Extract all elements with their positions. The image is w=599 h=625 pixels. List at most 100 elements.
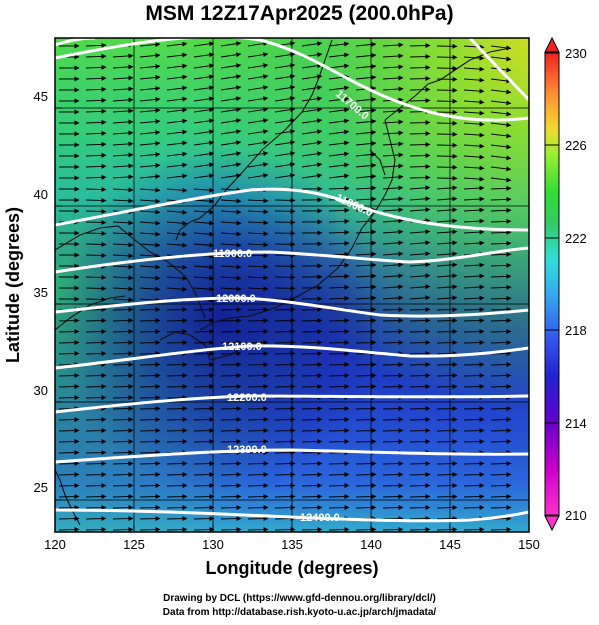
wind-arrow: [328, 240, 350, 246]
wind-arrow: [328, 329, 350, 335]
wind-arrow: [436, 307, 458, 313]
wind-arrow: [85, 439, 107, 445]
wind-arrow: [382, 108, 404, 114]
wind-arrow: [85, 340, 107, 346]
wind-arrow: [463, 318, 485, 324]
wind-arrow: [490, 362, 512, 368]
wind-arrow: [220, 275, 242, 281]
wind-arrow: [382, 141, 404, 147]
wind-arrow: [463, 527, 485, 532]
wind-arrow: [355, 461, 377, 467]
wind-arrow: [112, 231, 134, 237]
wind-arrow: [112, 461, 134, 467]
wind-arrow: [490, 373, 512, 379]
wind-arrow: [409, 273, 431, 279]
wind-arrow: [193, 494, 215, 500]
wind-arrow: [355, 107, 377, 113]
wind-arrow: [301, 505, 323, 511]
wind-arrow: [58, 505, 80, 511]
wind-arrow: [436, 329, 458, 335]
wind-arrow: [463, 295, 485, 301]
wind-arrow: [85, 527, 107, 532]
wind-arrow: [355, 196, 377, 202]
wind-arrow: [85, 219, 107, 225]
wind-arrow: [247, 417, 269, 423]
wind-arrow: [328, 494, 350, 500]
wind-arrow: [463, 77, 485, 83]
wind-arrow: [409, 142, 431, 148]
wind-arrow: [409, 428, 431, 434]
wind-arrow: [436, 218, 458, 224]
x-tick-label: 145: [439, 537, 461, 552]
wind-arrow: [301, 96, 323, 102]
wind-arrow: [247, 151, 269, 157]
wind-arrow: [112, 141, 134, 147]
wind-arrow: [193, 483, 215, 489]
wind-arrow: [301, 63, 323, 69]
wind-arrow: [247, 439, 269, 445]
wind-arrow: [490, 166, 512, 172]
wind-arrow: [247, 52, 269, 58]
wind-arrow: [112, 275, 134, 281]
wind-arrow: [382, 307, 404, 313]
wind-arrow: [328, 262, 350, 268]
wind-arrow: [112, 494, 134, 500]
wind-arrow: [463, 132, 485, 138]
wind-arrow: [85, 241, 107, 247]
wind-arrow: [58, 461, 80, 467]
wind-arrow: [139, 220, 161, 226]
wind-arrow: [436, 417, 458, 423]
wind-arrow: [490, 417, 512, 423]
wind-arrow: [112, 472, 134, 478]
contour-11800: [55, 187, 529, 232]
wind-arrow: [85, 285, 107, 291]
wind-arrow: [112, 406, 134, 412]
wind-arrow: [247, 96, 269, 102]
wind-arrow: [112, 86, 134, 92]
colorbar: 210 214 218 222 226 230: [544, 36, 587, 532]
wind-arrow: [328, 218, 350, 224]
wind-arrow: [112, 329, 134, 335]
wind-arrow: [166, 494, 188, 500]
wind-arrow: [328, 273, 350, 279]
wind-arrow: [112, 119, 134, 125]
wind-arrow: [220, 74, 242, 80]
wind-arrow: [436, 384, 458, 390]
wind-arrow: [166, 417, 188, 423]
wind-arrow: [247, 483, 269, 489]
wind-arrow: [58, 439, 80, 445]
wind-arrow: [490, 284, 512, 290]
wind-arrow: [382, 318, 404, 324]
wind-arrow: [490, 406, 512, 412]
wind-arrow: [85, 252, 107, 258]
wind-arrow: [85, 417, 107, 423]
wind-arrow: [463, 340, 485, 346]
wind-arrow: [328, 129, 350, 135]
wind-arrow: [436, 240, 458, 246]
wind-arrow: [409, 98, 431, 104]
wind-arrow: [139, 209, 161, 215]
wind-arrow: [355, 329, 377, 335]
wind-arrow: [193, 461, 215, 467]
contour-extra-ne: [468, 38, 529, 102]
wind-arrow: [301, 329, 323, 335]
wind-arrow: [139, 64, 161, 70]
wind-arrow: [112, 439, 134, 445]
wind-arrow: [247, 527, 269, 532]
wind-arrow: [85, 53, 107, 59]
wind-arrow: [382, 472, 404, 478]
wind-arrow: [166, 286, 188, 292]
wind-arrow: [166, 384, 188, 390]
wind-arrow: [193, 85, 215, 91]
wind-arrow: [85, 42, 107, 48]
wind-arrow: [409, 284, 431, 290]
wind-arrow: [490, 122, 512, 128]
wind-arrow: [193, 162, 215, 168]
wind-arrow: [112, 163, 134, 169]
wind-arrow: [301, 85, 323, 91]
wind-arrow: [139, 130, 161, 136]
wind-arrow: [382, 362, 404, 368]
wind-arrow: [220, 242, 242, 248]
credit-line-data: Data from http://database.rish.kyoto-u.a…: [162, 607, 437, 618]
wind-arrow: [382, 417, 404, 423]
